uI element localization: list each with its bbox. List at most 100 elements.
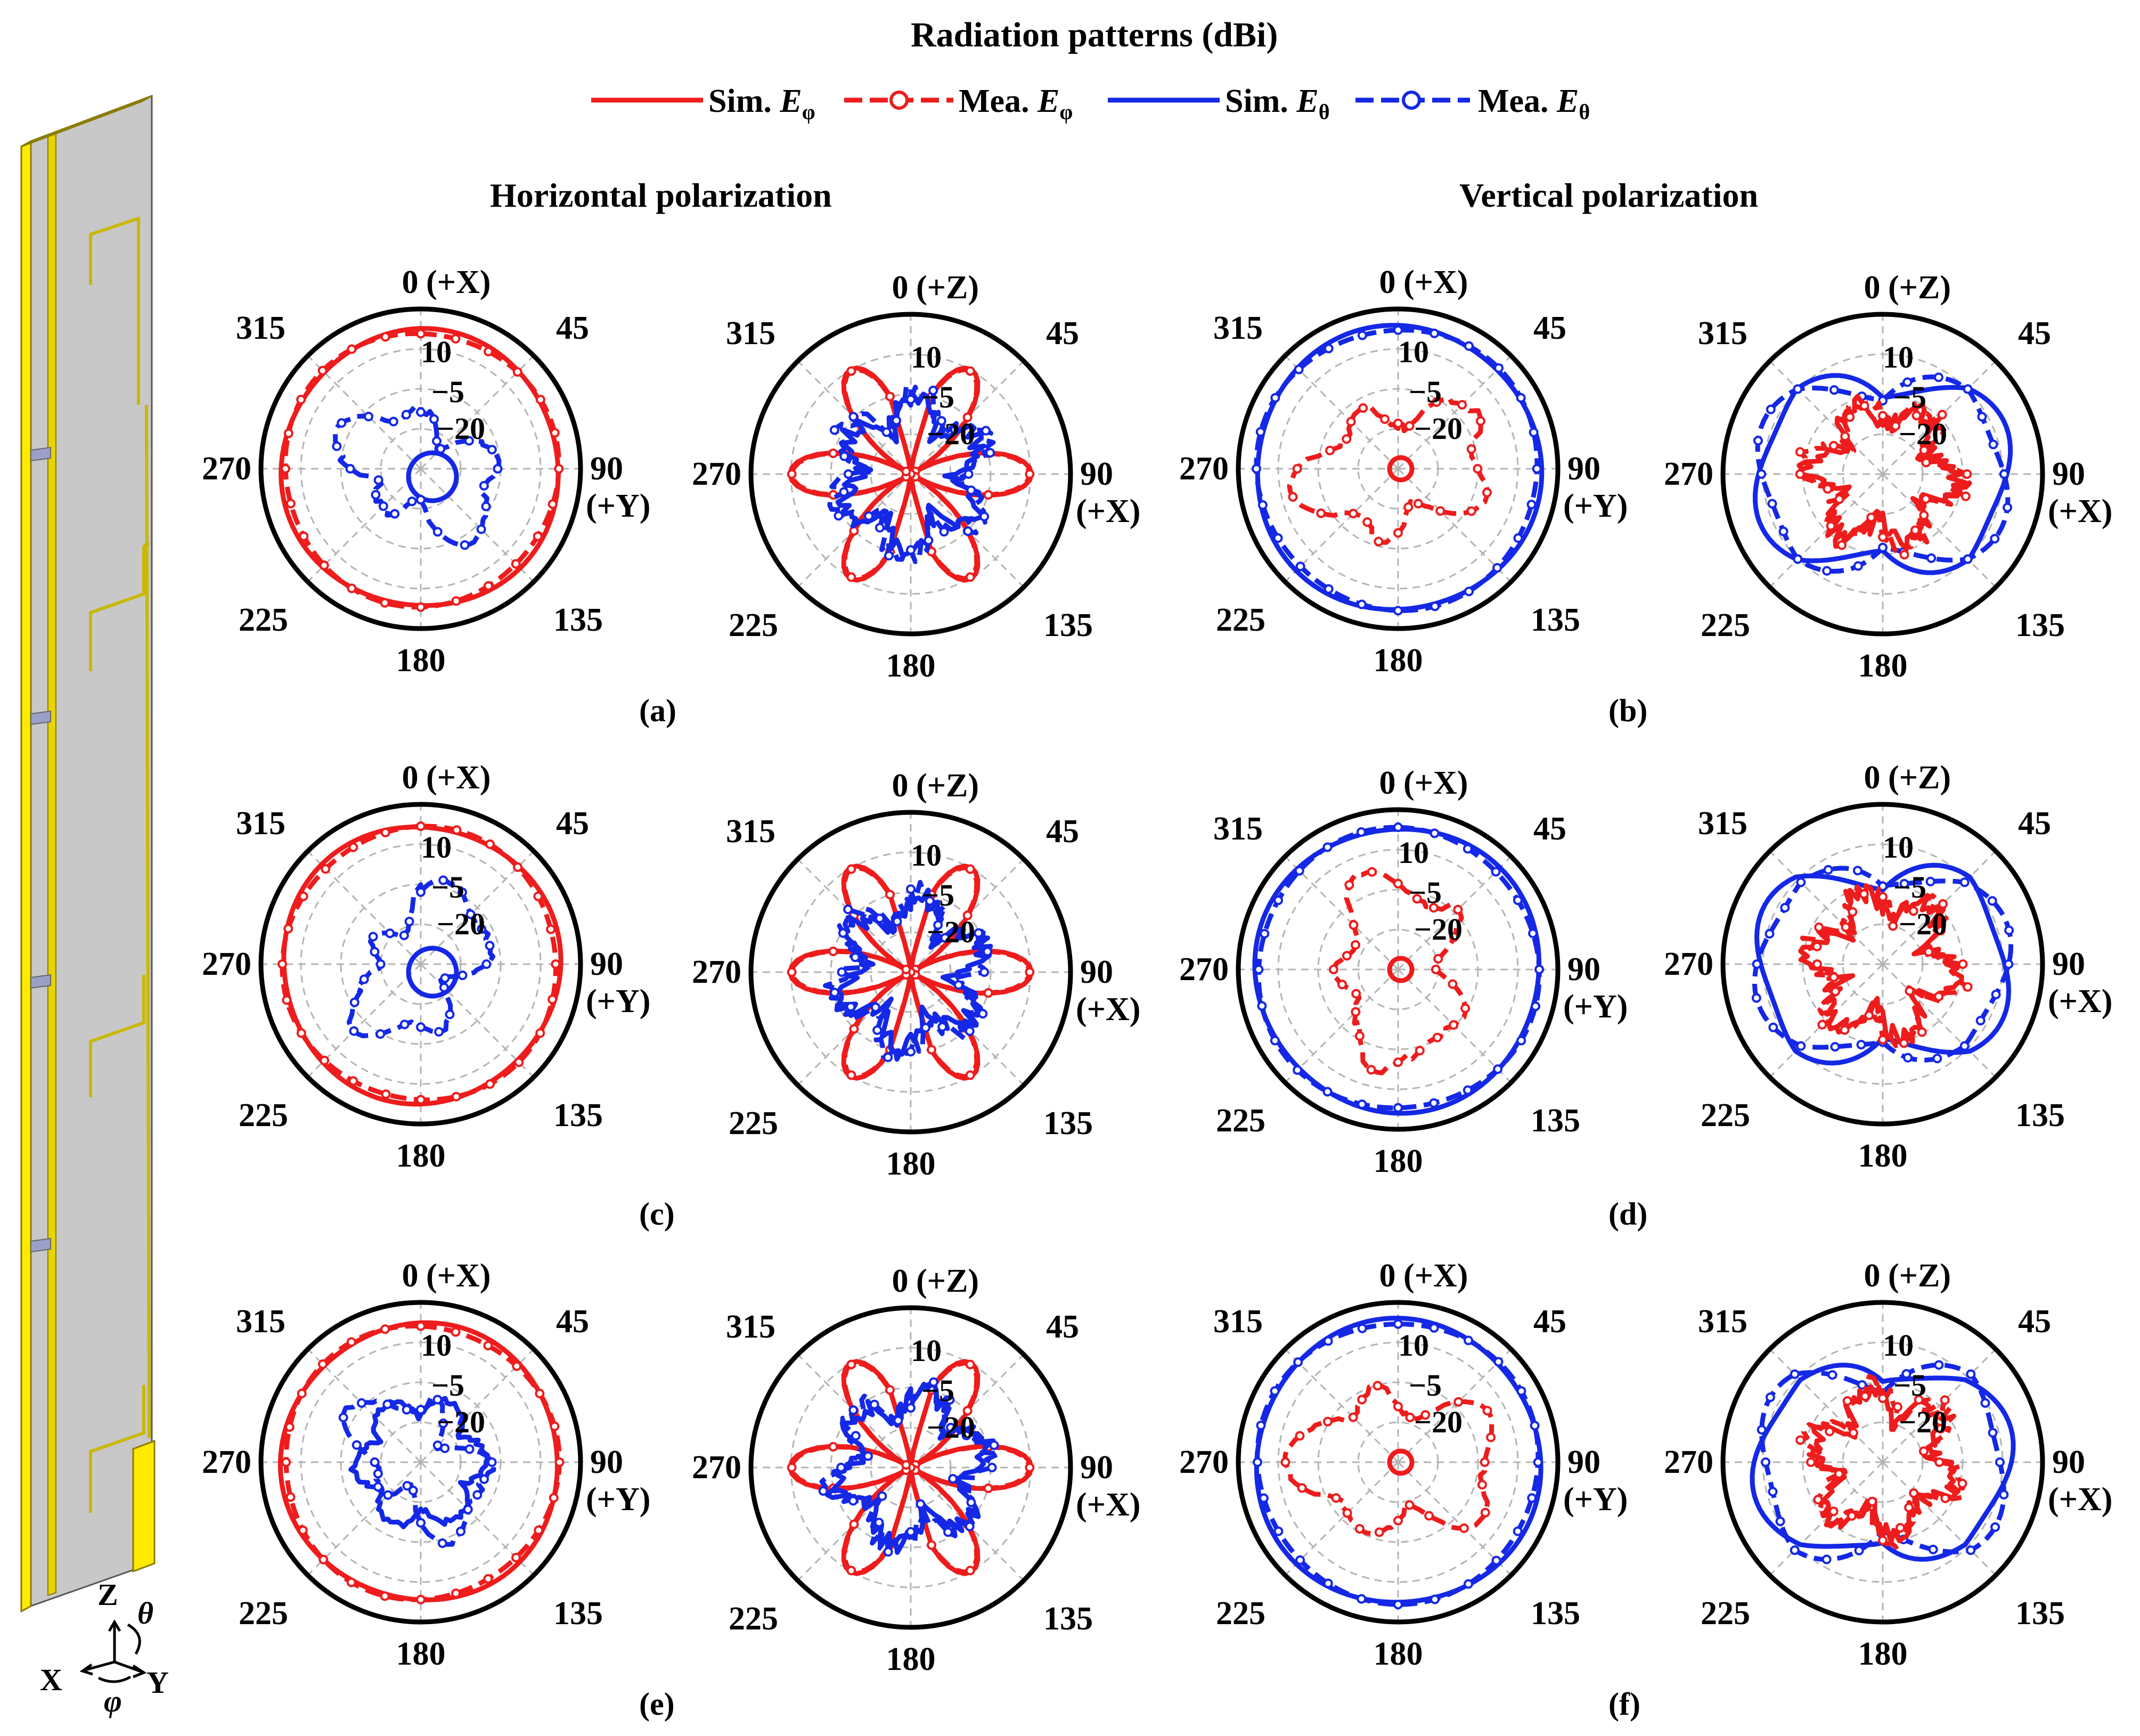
series-mea-eθ-marker xyxy=(385,928,395,939)
series-mea-eφ-marker xyxy=(1919,445,1929,455)
series-mea-eθ-marker xyxy=(416,1022,426,1032)
series-mea-eθ-marker xyxy=(906,884,916,894)
right-axis-label: (+X) xyxy=(2048,1481,2112,1518)
series-mea-eθ-marker xyxy=(881,427,892,437)
series-mea-eφ-marker xyxy=(346,1577,356,1587)
angle-label-45: 45 xyxy=(2018,1303,2051,1340)
series-mea-eθ-marker xyxy=(1999,469,2009,479)
right-axis-label: (+Y) xyxy=(1563,1481,1628,1518)
series-mea-eφ-marker xyxy=(1963,982,1973,992)
series-mea-eφ-marker xyxy=(1342,951,1352,961)
series-mea-eθ-marker xyxy=(838,928,848,938)
series-mea-eφ-marker xyxy=(1936,926,1946,936)
series-mea-eφ-marker xyxy=(1878,1034,1888,1045)
series-mea-eφ-marker xyxy=(318,1554,329,1564)
series-mea-eφ-marker xyxy=(347,583,357,593)
grid-spoke xyxy=(1284,1461,1399,1576)
outer-ring xyxy=(1236,306,1561,631)
angle-label-315: 315 xyxy=(1698,315,1747,352)
series-mea-eθ-marker xyxy=(1430,601,1440,612)
section-title-vertical: Vertical polarization xyxy=(1459,176,1759,214)
series-mea-eφ-marker xyxy=(1814,922,1824,932)
series-sim-eθ xyxy=(348,1395,490,1529)
series-mea-eφ-marker xyxy=(1940,1493,1950,1503)
series-mea-eθ-marker xyxy=(371,490,381,500)
series-mea-eφ-marker xyxy=(927,1540,937,1550)
series-mea-eθ-marker xyxy=(1796,1041,1806,1051)
polar-chart-b-xy: 10 −5−20 0 (+X) 45 90(+Y) 135 180 225 270 315 xyxy=(1179,264,1628,679)
series-mea-eφ-marker xyxy=(380,1324,390,1334)
top-axis-label: (+Z) xyxy=(916,1263,979,1299)
series-mea-eθ-marker xyxy=(837,967,847,977)
series-mea-eφ-marker xyxy=(885,392,895,402)
series-mea-eθ-marker xyxy=(965,1521,975,1531)
angle-label-225: 225 xyxy=(729,1105,778,1142)
series-mea-eθ-marker xyxy=(906,1403,916,1413)
series-mea-eθ-marker xyxy=(1491,1555,1501,1566)
series-mea-eθ-marker xyxy=(1529,427,1539,437)
series-mea-eθ-marker xyxy=(1357,330,1367,340)
radial-tick-label: 10 xyxy=(421,335,452,369)
legend-label-mea-ephi: Mea. Eφ xyxy=(959,83,1073,124)
series-mea-eθ-marker xyxy=(1323,1336,1333,1346)
series-mea-eθ-marker xyxy=(848,1496,858,1506)
series-mea-eθ-marker xyxy=(818,1486,828,1496)
series-mea-eθ-marker xyxy=(373,475,383,485)
series-mea-eθ-marker xyxy=(1999,1489,2009,1499)
angle-label-0: 0 xyxy=(1379,264,1396,300)
series-mea-eθ-marker xyxy=(458,971,468,981)
series-mea-eφ-marker xyxy=(962,910,973,920)
outer-ring xyxy=(1720,312,2045,637)
series-mea-eφ-marker xyxy=(1466,444,1476,454)
angle-label-90: 90 xyxy=(1567,451,1600,487)
angle-label-315: 315 xyxy=(1213,1303,1263,1340)
panel-label-b: (b) xyxy=(1608,693,1648,728)
series-mea-eφ-marker xyxy=(1817,1020,1827,1030)
series-mea-eθ-marker xyxy=(1822,1554,1832,1564)
series-mea-eθ-marker xyxy=(974,928,984,938)
grid-spoke xyxy=(1397,468,1512,583)
angle-label-225: 225 xyxy=(239,1097,288,1134)
series-mea-eθ-marker xyxy=(1257,1001,1267,1011)
series-mea-eφ-marker xyxy=(1918,1446,1929,1456)
series-mea-eφ-marker xyxy=(1480,1457,1490,1467)
axis-label-x: X xyxy=(40,1662,62,1697)
series-mea-eθ-marker xyxy=(1429,1323,1439,1333)
series-mea-eθ-marker xyxy=(2003,502,2013,512)
angle-label-0: 0 xyxy=(892,270,909,306)
series-mea-eθ-marker xyxy=(1854,1545,1864,1555)
series-sim-eφ xyxy=(1387,1448,1415,1476)
series-mea-eθ-marker xyxy=(1513,533,1523,543)
series-mea-eθ-marker xyxy=(839,487,849,497)
axis-label-y: Y xyxy=(146,1665,169,1700)
series-mea-eθ-marker xyxy=(989,1440,999,1450)
legend-label-mea-etheta: Mea. Eθ xyxy=(1478,83,1590,124)
series-mea-eθ-marker xyxy=(1852,866,1863,876)
series-mea-eφ-marker xyxy=(1366,1065,1376,1075)
radial-tick-label: −5 xyxy=(921,380,954,414)
series-mea-eθ-marker xyxy=(359,974,369,984)
radial-tick-label: 10 xyxy=(1398,835,1429,870)
series-mea-eθ-marker xyxy=(487,1457,497,1467)
angle-label-135: 135 xyxy=(1043,1601,1093,1637)
polar-chart-b-xz: 10 −5−20 0 (+Z) 45 90(+X) 135 180 225 270 315 xyxy=(1664,270,2112,684)
series-mea-eφ-marker xyxy=(1860,1391,1870,1401)
series-mea-eφ-marker xyxy=(1316,508,1326,518)
series-mea-eθ-marker xyxy=(345,464,355,474)
series-mea-eφ-marker xyxy=(416,1321,426,1331)
angle-label-45: 45 xyxy=(1046,315,1079,352)
series-mea-eφ-marker xyxy=(1834,1469,1844,1479)
axis-label-theta: θ xyxy=(137,1596,154,1631)
series-mea-eφ-marker xyxy=(485,1079,495,1089)
angle-label-180: 180 xyxy=(1858,648,1908,684)
series-mea-eφ-marker xyxy=(1940,1395,1950,1405)
series-mea-eφ-marker xyxy=(1393,1401,1403,1412)
series-mea-eφ-marker xyxy=(1374,536,1384,547)
right-axis-label: (+X) xyxy=(1076,1487,1140,1523)
series-mea-eφ-marker xyxy=(546,924,556,934)
series-mea-eθ-marker xyxy=(883,1052,893,1062)
radial-tick-label: 10 xyxy=(1398,1328,1429,1363)
series-mea-eφ-marker xyxy=(285,1492,296,1502)
series-mea-eθ-marker xyxy=(1793,554,1803,564)
series-mea-eθ-marker xyxy=(1527,1493,1537,1503)
